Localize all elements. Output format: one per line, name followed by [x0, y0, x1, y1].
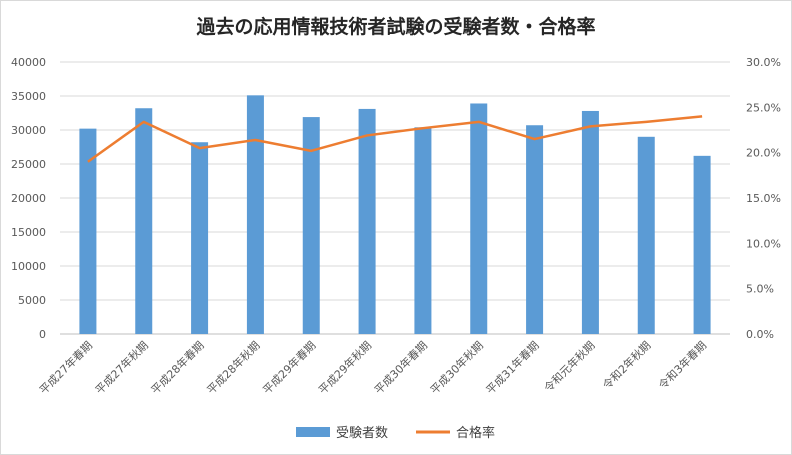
legend-bar-label: 受験者数: [336, 426, 388, 441]
x-axis-tick-label: 平成31年春期: [483, 338, 542, 397]
x-axis-tick-label: 平成30年春期: [371, 338, 430, 397]
left-axis-tick-label: 10000: [11, 260, 46, 273]
bar: [526, 125, 544, 335]
bar-series: [79, 95, 711, 335]
bar: [470, 103, 488, 334]
x-axis-tick-label: 平成27年秋期: [92, 338, 151, 397]
bar: [693, 155, 711, 334]
bar: [79, 128, 97, 334]
left-axis-tick-label: 30000: [11, 124, 46, 137]
x-axis-tick-label: 平成28年秋期: [204, 338, 263, 397]
right-axis-tick-label: 0.0%: [746, 328, 774, 341]
left-axis-tick-label: 15000: [11, 226, 46, 239]
legend: 受験者数 合格率: [296, 425, 495, 441]
right-axis-tick-label: 5.0%: [746, 283, 774, 296]
bar: [581, 110, 599, 335]
bar: [302, 117, 320, 334]
rate-line: [87, 115, 703, 163]
bar: [637, 136, 655, 334]
x-axis-ticks: 平成27年春期平成27年秋期平成28年春期平成28年秋期平成29年春期平成29年…: [36, 338, 709, 397]
bar: [414, 127, 432, 334]
x-axis-tick-label: 平成29年秋期: [316, 338, 375, 397]
left-axis-tick-label: 5000: [18, 294, 46, 307]
legend-bar-swatch: [296, 427, 330, 437]
right-axis-tick-label: 25.0%: [746, 101, 781, 114]
right-axis-tick-label: 30.0%: [746, 56, 781, 69]
x-axis-tick-label: 令和3年春期: [655, 338, 709, 392]
left-axis-tick-label: 0: [39, 328, 46, 341]
left-axis-tick-label: 35000: [11, 90, 46, 103]
line-series: [87, 115, 703, 163]
bar: [135, 108, 153, 335]
right-axis-tick-label: 10.0%: [746, 237, 781, 250]
bar: [358, 108, 376, 334]
x-axis-tick-label: 平成28年春期: [148, 338, 207, 397]
x-axis-tick-label: 平成30年秋期: [427, 338, 486, 397]
x-axis-tick-label: 令和元年秋期: [541, 338, 598, 395]
gridlines: [60, 61, 730, 335]
x-axis-tick-label: 平成27年春期: [36, 338, 95, 397]
x-axis-tick-label: 令和2年秋期: [600, 338, 654, 392]
bar: [191, 142, 209, 334]
left-axis-tick-label: 25000: [11, 158, 46, 171]
x-axis-tick-label: 平成29年春期: [260, 338, 319, 397]
right-axis-tick-label: 20.0%: [746, 147, 781, 160]
right-axis-tick-label: 15.0%: [746, 192, 781, 205]
left-axis-tick-label: 40000: [11, 56, 46, 69]
chart-title: 過去の応用情報技術者試験の受験者数・合格率: [196, 16, 596, 38]
left-axis-ticks: 0 5000 10000 15000 20000 25000 30000 35000 40000: [11, 56, 46, 341]
right-axis-ticks: 0.0% 5.0% 10.0% 15.0% 20.0% 25.0% 30.0%: [746, 56, 781, 341]
legend-line-label: 合格率: [456, 425, 495, 441]
left-axis-tick-label: 20000: [11, 192, 46, 205]
bar: [246, 95, 264, 334]
